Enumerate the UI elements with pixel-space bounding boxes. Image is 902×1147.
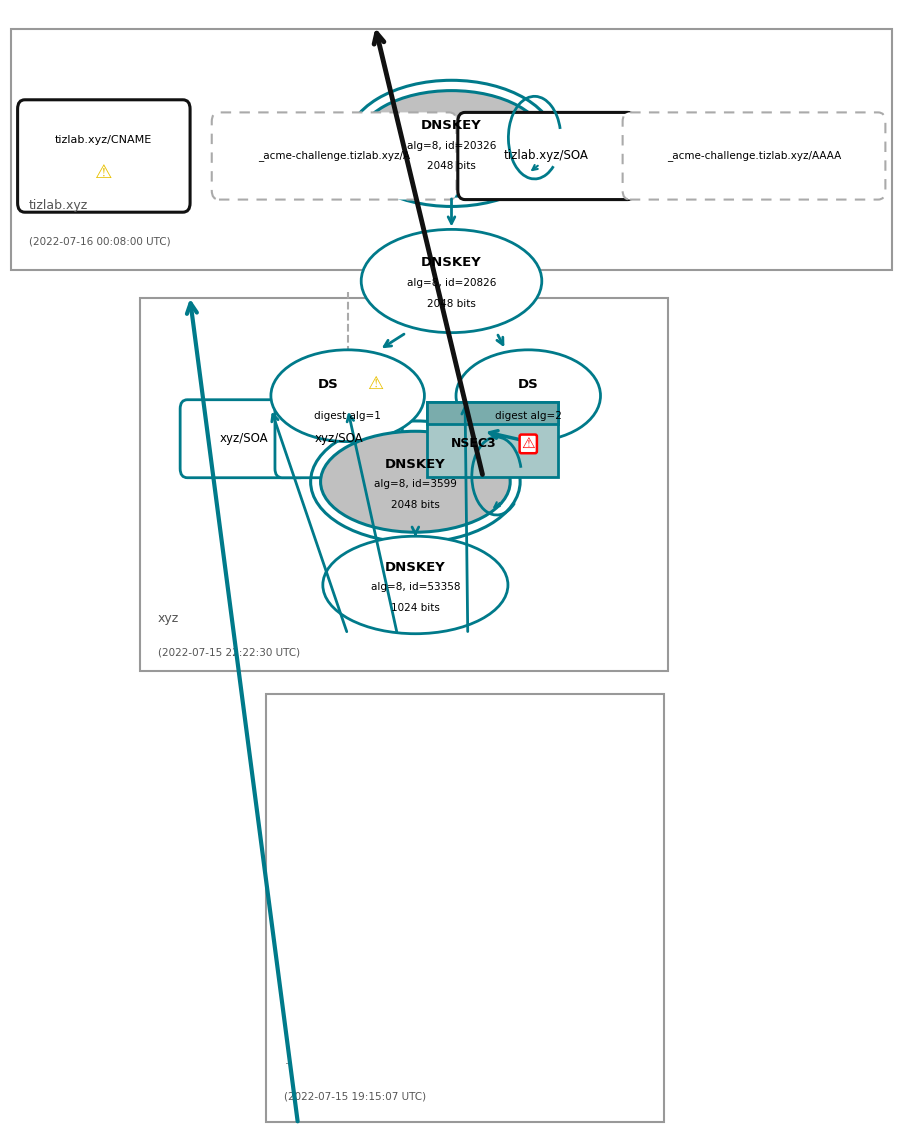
Text: tizlab.xyz/CNAME: tizlab.xyz/CNAME <box>55 135 152 145</box>
Text: xyz: xyz <box>158 612 179 625</box>
Text: tizlab.xyz: tizlab.xyz <box>29 200 88 212</box>
Text: DNSKEY: DNSKEY <box>384 561 446 575</box>
Text: (2022-07-15 19:15:07 UTC): (2022-07-15 19:15:07 UTC) <box>284 1091 426 1101</box>
Text: alg=8, id=53358: alg=8, id=53358 <box>370 583 460 592</box>
Ellipse shape <box>320 431 510 532</box>
Text: ⚠: ⚠ <box>95 163 113 181</box>
Bar <box>140 298 667 671</box>
FancyBboxPatch shape <box>622 112 885 200</box>
Ellipse shape <box>323 537 507 633</box>
FancyBboxPatch shape <box>274 400 402 477</box>
Text: DS: DS <box>318 377 337 391</box>
Text: DNSKEY: DNSKEY <box>420 256 482 270</box>
Text: tizlab.xyz/SOA: tizlab.xyz/SOA <box>503 149 588 163</box>
FancyBboxPatch shape <box>457 112 634 200</box>
Ellipse shape <box>356 91 546 196</box>
Text: .: . <box>284 1054 288 1067</box>
Text: (2022-07-16 00:08:00 UTC): (2022-07-16 00:08:00 UTC) <box>29 236 170 247</box>
Text: DS: DS <box>518 377 538 391</box>
Text: 2048 bits: 2048 bits <box>391 500 439 509</box>
Ellipse shape <box>271 350 424 442</box>
Bar <box>11 29 891 270</box>
Text: DNSKEY: DNSKEY <box>384 458 446 471</box>
Text: _acme-challenge.tizlab.xyz/A: _acme-challenge.tizlab.xyz/A <box>258 150 410 162</box>
Text: ⚠: ⚠ <box>520 436 535 452</box>
Text: alg=8, id=20826: alg=8, id=20826 <box>407 279 495 288</box>
Text: digest alg=2: digest alg=2 <box>494 412 561 421</box>
FancyBboxPatch shape <box>18 100 190 212</box>
Text: (2022-07-15 22:22:30 UTC): (2022-07-15 22:22:30 UTC) <box>158 647 299 657</box>
Text: digest alg=1: digest alg=1 <box>314 412 381 421</box>
Bar <box>427 403 557 477</box>
Text: _acme-challenge.tizlab.xyz/AAAA: _acme-challenge.tizlab.xyz/AAAA <box>667 150 840 162</box>
Bar <box>266 694 663 1122</box>
Text: 1024 bits: 1024 bits <box>391 603 439 612</box>
Text: ⚠: ⚠ <box>366 375 382 393</box>
Text: alg=8, id=20326: alg=8, id=20326 <box>407 141 495 150</box>
Text: alg=8, id=3599: alg=8, id=3599 <box>373 479 456 489</box>
Text: 2048 bits: 2048 bits <box>427 299 475 309</box>
Text: 2048 bits: 2048 bits <box>427 162 475 171</box>
Text: xyz/SOA: xyz/SOA <box>219 432 268 445</box>
Bar <box>427 403 557 424</box>
FancyBboxPatch shape <box>211 112 456 200</box>
Text: xyz/SOA: xyz/SOA <box>314 432 363 445</box>
Text: DNSKEY: DNSKEY <box>420 118 482 132</box>
Ellipse shape <box>456 350 600 442</box>
Text: NSEC3: NSEC3 <box>451 437 496 451</box>
FancyBboxPatch shape <box>180 400 307 477</box>
Ellipse shape <box>361 229 541 333</box>
